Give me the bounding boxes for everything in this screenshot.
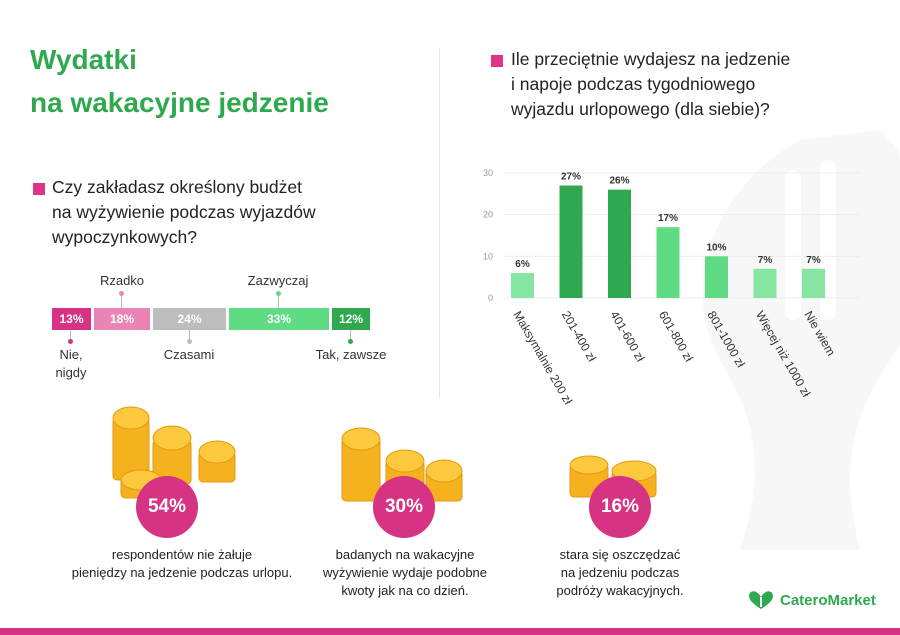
stat-description: badanych na wakacyjne wyżywienie wydaje … xyxy=(322,547,488,598)
bar xyxy=(511,273,534,298)
label-dot xyxy=(68,339,73,344)
label-dot xyxy=(276,291,281,296)
x-category-label: 801-1000 zł xyxy=(704,309,748,371)
bar xyxy=(656,227,680,298)
bar-value-label: 27% xyxy=(561,172,581,183)
label-dot xyxy=(348,339,353,344)
stat-badge: 54% xyxy=(136,476,198,538)
bar-value-label: 17% xyxy=(658,213,678,224)
leaf-heart-icon xyxy=(749,591,773,609)
label-zazwyczaj: Zazwyczaj xyxy=(247,273,309,288)
title-line-2: na wakacyjne jedzenie xyxy=(30,87,329,118)
bar xyxy=(559,185,583,298)
stat-badge: 16% xyxy=(589,476,651,538)
stat-description: respondentów nie żałuje pieniędzy na jed… xyxy=(71,547,293,580)
x-category-label: Nie wiem xyxy=(801,309,838,359)
label-dot xyxy=(187,339,192,344)
segment-value: 33% xyxy=(266,312,292,326)
budget-question: Czy zakładasz określony budżet na wyżywi… xyxy=(52,177,316,247)
x-category-label: Więcej niż 1000 zł xyxy=(753,309,814,400)
logo-text: CateroMarket xyxy=(780,591,876,609)
x-category-label: 201-400 zł xyxy=(559,309,599,365)
y-tick-label: 30 xyxy=(483,168,493,178)
y-tick-label: 0 xyxy=(488,293,493,303)
coins-stack-icon xyxy=(112,406,236,499)
segment-value: 18% xyxy=(109,312,135,326)
segment-zazwyczaj: 33% xyxy=(229,308,329,330)
bar xyxy=(705,256,728,298)
segment-value: 13% xyxy=(59,312,84,326)
stat-badge: 30% xyxy=(373,476,435,538)
y-tick-label: 10 xyxy=(483,251,493,261)
segment-value: 12% xyxy=(338,312,364,326)
x-category-label: 401-600 zł xyxy=(607,309,647,365)
stat-description: stara się oszczędzać na jedzeniu podczas… xyxy=(556,547,684,598)
y-tick-label: 20 xyxy=(483,210,493,220)
label-dot xyxy=(119,291,124,296)
segment-czasami: 24% xyxy=(153,308,226,330)
bottom-accent-bar xyxy=(0,628,900,635)
bar-value-label: 7% xyxy=(758,255,773,266)
label-nie-nigdy: Nie, nigdy xyxy=(55,347,87,380)
question-marker xyxy=(33,183,45,195)
x-category-label: 601-800 zł xyxy=(656,309,696,365)
segment-value: 24% xyxy=(177,312,202,326)
label-stem xyxy=(278,292,279,308)
label-stem xyxy=(70,330,71,342)
question-marker xyxy=(491,55,503,67)
segment-nie-nigdy: 13% xyxy=(52,308,91,330)
bar xyxy=(608,189,631,298)
bar-value-label: 10% xyxy=(706,242,726,253)
bar-value-label: 26% xyxy=(609,176,629,187)
bar-value-label: 6% xyxy=(515,259,530,270)
label-stem xyxy=(121,292,122,308)
spending-question: Ile przeciętnie wydajesz na jedzenie i n… xyxy=(511,49,791,119)
segment-tak-zawsze: 12% xyxy=(332,308,370,330)
label-rzadko: Rzadko xyxy=(99,273,145,288)
label-tak-zawsze: Tak, zawsze xyxy=(315,347,387,362)
title-line-1: Wydatki xyxy=(30,44,137,75)
segment-rzadko: 18% xyxy=(94,308,150,330)
label-czasami: Czasami xyxy=(163,347,215,362)
page-title: Wydatki na wakacyjne jedzenie xyxy=(30,38,329,124)
label-stem xyxy=(189,330,190,342)
label-stem xyxy=(350,330,351,342)
bar xyxy=(802,268,825,298)
bar-value-label: 7% xyxy=(806,255,821,266)
column-divider xyxy=(439,48,440,398)
brand-logo: CateroMarket xyxy=(748,590,876,610)
bar xyxy=(753,268,777,298)
